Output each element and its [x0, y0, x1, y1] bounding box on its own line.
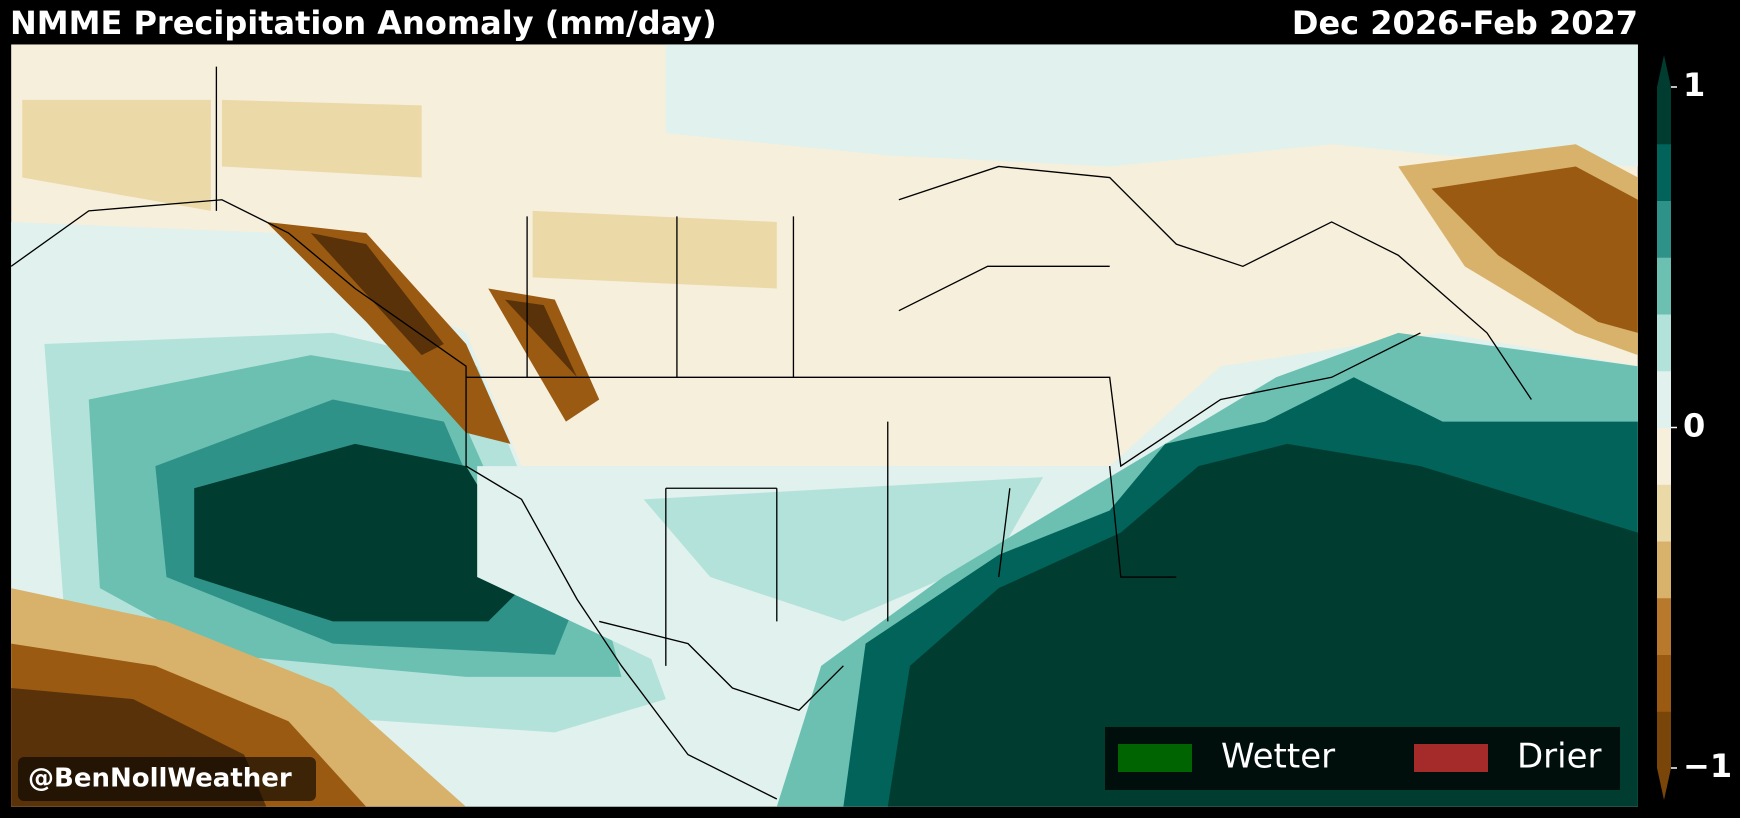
legend-swatch — [1118, 744, 1192, 772]
colorbar-segment — [1657, 597, 1671, 655]
colorbar-segment — [1657, 541, 1671, 599]
colorbar-segment — [1657, 200, 1671, 258]
colorbar-segment — [1657, 711, 1671, 769]
colorbar-tick-label: 1 — [1683, 66, 1705, 104]
colorbar-segment — [1657, 257, 1671, 315]
legend-label: Drier — [1517, 737, 1602, 777]
colorbar-segment — [1657, 314, 1671, 372]
colorbar-segment — [1657, 654, 1671, 712]
colorbar-segment — [1657, 87, 1671, 145]
legend-label: Wetter — [1221, 737, 1335, 777]
period: Dec 2026-Feb 2027 — [1292, 4, 1638, 42]
colorbar-segment — [1657, 370, 1671, 428]
colorbar-segment — [1657, 484, 1671, 542]
colorbar-segment — [1657, 427, 1671, 485]
legend: Wetter Drier — [1118, 737, 1602, 777]
title: NMME Precipitation Anomaly (mm/day) — [10, 4, 717, 42]
colorbar-tick-label: −1 — [1683, 747, 1732, 785]
legend-swatch — [1414, 744, 1488, 772]
watermark: @BenNollWeather — [28, 764, 292, 794]
colorbar-extend-bottom — [1657, 768, 1671, 800]
colorbar: −1 0 1 — [1657, 55, 1732, 800]
watermark-box — [18, 757, 316, 801]
colorbar-segment — [1657, 143, 1671, 201]
colorbar-extend-top — [1657, 55, 1671, 87]
map — [11, 44, 1638, 807]
colorbar-tick-label: 0 — [1683, 407, 1705, 445]
